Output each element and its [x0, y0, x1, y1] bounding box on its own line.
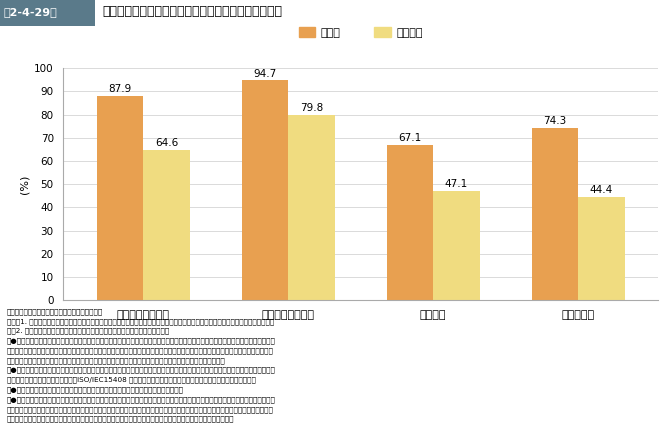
Text: 資料：経済産業省「情報処理実態調査」再編加工: 資料：経済産業省「情報処理実態調査」再編加工 — [7, 308, 103, 315]
Text: 74.3: 74.3 — [543, 116, 566, 126]
Text: 期的な脆弱性情報の取得・定期的なアクセスログの分析等、情報セキュリティマネジメントシステム認証の取得: 期的な脆弱性情報の取得・定期的なアクセスログの分析等、情報セキュリティマネジメン… — [7, 416, 234, 422]
Y-axis label: (%): (%) — [20, 175, 30, 194]
Text: する情報セキュリティ教育、取引相手における情報セキュリティ対策実施状況の確認、内部統制の整備強化: する情報セキュリティ教育、取引相手における情報セキュリティ対策実施状況の確認、内… — [7, 357, 225, 364]
Bar — [242, 81, 288, 300]
Text: ●技術的対策の実施：重要なコンピュータ室への入退出管理、重要なシステムへの内部でのアクセス管理、データの暗号化、外部接続: ●技術的対策の実施：重要なコンピュータ室への入退出管理、重要なシステムへの内部で… — [7, 367, 276, 374]
Text: ●組織的対策の実施：リスク分析、セキュリティポリシーの策定、セキュリティポリシーの策定に基づく具体的な対策、情報セキュリ: ●組織的対策の実施：リスク分析、セキュリティポリシーの策定、セキュリティポリシー… — [7, 337, 276, 344]
Bar — [532, 128, 578, 300]
Text: 2. 情報セキュリティ対策のカテゴリーとして、以下の４つを提示している。: 2. 情報セキュリティ対策のカテゴリーとして、以下の４つを提示している。 — [7, 328, 169, 334]
Text: 第2-4-29図: 第2-4-29図 — [3, 7, 57, 17]
Text: 67.1: 67.1 — [398, 132, 422, 143]
Text: ●監視体制：セキュリティ監視ソフトの導入、外部専門家による常時セキュリティ監視: ●監視体制：セキュリティ監視ソフトの導入、外部専門家による常時セキュリティ監視 — [7, 386, 184, 393]
Bar — [288, 115, 335, 300]
Bar — [387, 144, 434, 300]
Bar — [97, 96, 143, 300]
Legend: 大企業, 中小企業: 大企業, 中小企業 — [294, 23, 428, 42]
Text: 査、外部専門家による定期的な情報セキュリティ監査、内部による定期的な情報セキュリティ監査、定期的な脆弱性診断の実施・定: 査、外部専門家による定期的な情報セキュリティ監査、内部による定期的な情報セキュリ… — [7, 406, 274, 412]
Text: 79.8: 79.8 — [300, 103, 323, 113]
Bar — [143, 150, 190, 300]
Text: 44.4: 44.4 — [590, 185, 613, 196]
Bar — [578, 197, 625, 300]
Text: へのファイアウォールの配置、ISO/IEC15408 認証取得製品の導入、シンクライアントの導入、生体認証の導入: へのファイアウォールの配置、ISO/IEC15408 認証取得製品の導入、シンク… — [7, 377, 256, 383]
Text: ●評価の実施：情報セキュリティ対策ベンチマークの活用、外部専門家による定期的なシステム監査、内部による定期的なシステム監: ●評価の実施：情報セキュリティ対策ベンチマークの活用、外部専門家による定期的なシ… — [7, 396, 276, 403]
Text: 64.6: 64.6 — [155, 138, 178, 149]
Text: 47.1: 47.1 — [445, 179, 468, 189]
Bar — [434, 191, 480, 300]
Text: 94.7: 94.7 — [253, 69, 277, 79]
Text: （注）1. カテゴリー別の実施状況は、各カテゴリーに属するいずれかの対策を「既に実施している」と回答した企業を集計している。: （注）1. カテゴリー別の実施状況は、各カテゴリーに属するいずれかの対策を「既に… — [7, 318, 274, 325]
Text: ティ報告書の作成、事業継続計画の作成、全社的なセキュリティ管理者の配置、部門ごとのセキュリティ管理者の配置、従業員に対: ティ報告書の作成、事業継続計画の作成、全社的なセキュリティ管理者の配置、部門ごと… — [7, 347, 274, 354]
Text: 企業規模別に見た情報セキュリティ対策実施状況: 企業規模別に見た情報セキュリティ対策実施状況 — [102, 5, 282, 18]
Text: 87.9: 87.9 — [108, 84, 132, 95]
Bar — [0, 0, 95, 26]
